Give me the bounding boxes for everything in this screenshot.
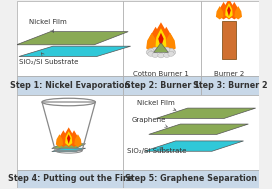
FancyBboxPatch shape [123, 94, 259, 170]
Polygon shape [156, 108, 256, 119]
Circle shape [158, 47, 164, 52]
Text: Step 2: Burner 1: Step 2: Burner 1 [125, 81, 199, 90]
Polygon shape [146, 33, 157, 52]
Polygon shape [67, 134, 70, 144]
Polygon shape [165, 33, 176, 52]
Polygon shape [159, 27, 174, 52]
Polygon shape [229, 2, 239, 19]
Text: Step 4: Putting out the Fire: Step 4: Putting out the Fire [8, 174, 132, 184]
FancyBboxPatch shape [17, 170, 123, 188]
Polygon shape [149, 124, 248, 134]
Polygon shape [74, 134, 82, 147]
Text: Nickel Film: Nickel Film [137, 100, 176, 111]
Polygon shape [158, 33, 164, 48]
Polygon shape [56, 134, 63, 147]
Polygon shape [225, 3, 233, 18]
FancyBboxPatch shape [17, 1, 123, 76]
FancyBboxPatch shape [17, 94, 123, 170]
Polygon shape [154, 43, 168, 52]
Polygon shape [58, 130, 68, 147]
Text: Step 1: Nickel Evaporation: Step 1: Nickel Evaporation [10, 81, 130, 90]
Polygon shape [65, 131, 72, 146]
FancyBboxPatch shape [201, 1, 259, 76]
Circle shape [164, 47, 170, 52]
FancyBboxPatch shape [201, 76, 259, 94]
Polygon shape [219, 2, 228, 19]
FancyBboxPatch shape [222, 21, 236, 59]
Polygon shape [69, 130, 79, 147]
Text: Nickel Film: Nickel Film [29, 19, 66, 32]
FancyBboxPatch shape [123, 170, 259, 188]
Polygon shape [17, 32, 128, 45]
Polygon shape [223, 0, 235, 19]
Circle shape [152, 53, 158, 57]
Polygon shape [227, 6, 231, 16]
Circle shape [148, 48, 154, 53]
FancyBboxPatch shape [123, 1, 201, 76]
Polygon shape [148, 27, 163, 52]
Circle shape [169, 50, 176, 55]
Polygon shape [19, 46, 131, 57]
Circle shape [164, 53, 170, 57]
Circle shape [168, 48, 174, 53]
Polygon shape [156, 28, 166, 51]
Circle shape [148, 51, 154, 56]
Text: SiO₂/Si Substrate: SiO₂/Si Substrate [19, 53, 78, 65]
Circle shape [146, 50, 153, 55]
Text: Cotton Burner 1: Cotton Burner 1 [133, 71, 189, 77]
Polygon shape [144, 141, 243, 151]
Circle shape [158, 53, 164, 58]
Polygon shape [152, 22, 169, 52]
FancyBboxPatch shape [17, 76, 123, 94]
Text: SiO₂/Si Substrate: SiO₂/Si Substrate [127, 147, 186, 154]
Text: Graphene: Graphene [132, 117, 168, 127]
Text: Burner 2: Burner 2 [214, 71, 244, 77]
Circle shape [152, 47, 158, 52]
Polygon shape [216, 6, 224, 19]
Text: Step 5: Graphene Separation: Step 5: Graphene Separation [125, 174, 257, 184]
Polygon shape [52, 148, 86, 152]
FancyBboxPatch shape [123, 76, 201, 94]
Text: Step 3: Burner 2: Step 3: Burner 2 [193, 81, 267, 90]
Polygon shape [234, 6, 242, 19]
Polygon shape [63, 127, 74, 147]
Circle shape [168, 51, 174, 56]
Polygon shape [52, 144, 86, 148]
